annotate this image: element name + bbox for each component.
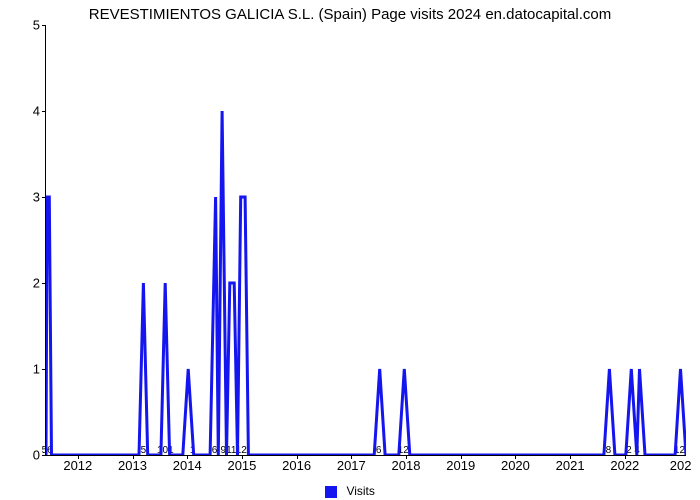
legend-label: Visits <box>346 484 374 498</box>
x-tick-label: 2021 <box>556 458 585 473</box>
chart-title: REVESTIMIENTOS GALICIA S.L. (Spain) Page… <box>0 6 700 23</box>
y-tick-label: 0 <box>10 448 40 463</box>
y-tick-label: 1 <box>10 362 40 377</box>
x-tick-label: 2012 <box>63 458 92 473</box>
x-tick-label: 2020 <box>501 458 530 473</box>
y-tick-label: 3 <box>10 190 40 205</box>
plot-area <box>45 25 686 456</box>
x-tick-label: 202 <box>670 458 692 473</box>
chart-container: REVESTIMIENTOS GALICIA S.L. (Spain) Page… <box>0 0 700 500</box>
x-tick-label: 2017 <box>337 458 366 473</box>
line-series <box>46 25 686 455</box>
y-tick-label: 5 <box>10 18 40 33</box>
x-tick-label: 2015 <box>227 458 256 473</box>
x-tick-label: 2013 <box>118 458 147 473</box>
x-tick-label: 2014 <box>173 458 202 473</box>
x-tick-label: 2016 <box>282 458 311 473</box>
legend: Visits <box>0 484 700 498</box>
visits-line <box>46 111 686 455</box>
y-tick-label: 4 <box>10 104 40 119</box>
y-tick-label: 2 <box>10 276 40 291</box>
x-tick-label: 2018 <box>392 458 421 473</box>
legend-swatch <box>325 486 337 498</box>
x-tick-label: 2022 <box>610 458 639 473</box>
x-tick-label: 2019 <box>446 458 475 473</box>
